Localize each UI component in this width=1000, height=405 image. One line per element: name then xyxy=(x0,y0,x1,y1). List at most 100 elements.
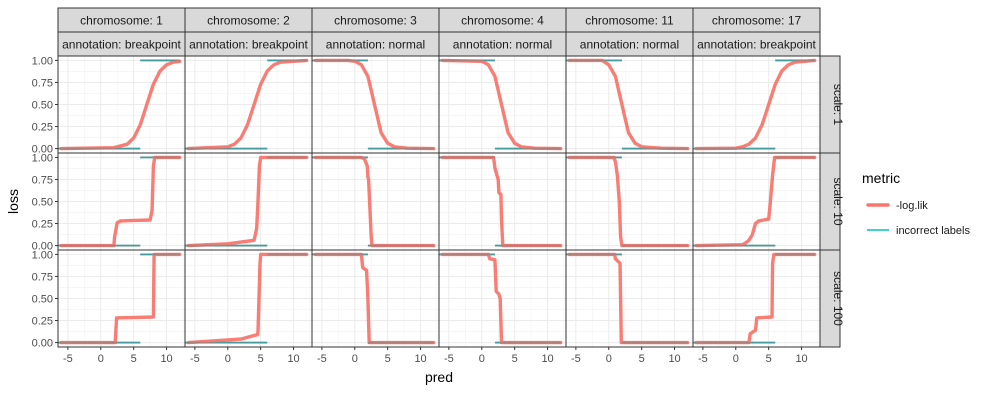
neg-log-lik-line-1-5 xyxy=(694,155,817,248)
x-tick-label: -5 xyxy=(571,353,581,365)
x-tick-label: 0 xyxy=(98,353,104,365)
y-tick-label: 1.00 xyxy=(32,55,53,67)
x-tick-label: 0 xyxy=(479,353,485,365)
y-axis-title: loss xyxy=(5,189,21,214)
legend-title: metric xyxy=(862,170,900,186)
strip-annotation-label-1: annotation: breakpoint xyxy=(189,38,308,52)
y-tick-label: 0.00 xyxy=(32,241,53,253)
neg-log-lik-line-2-1 xyxy=(186,252,309,345)
y-tick-label: 0.25 xyxy=(32,316,53,328)
panel-0-0 xyxy=(57,55,186,154)
legend: metric -log.lik incorrect labels xyxy=(862,170,970,237)
strip-annotation-4 xyxy=(565,31,694,57)
panel-1-5 xyxy=(692,152,821,251)
strip-chromosome-5 xyxy=(692,7,821,33)
panel-2-1 xyxy=(184,249,313,348)
panel-2-4 xyxy=(565,249,694,348)
legend-label-neg-log-lik: -log.lik xyxy=(896,200,928,212)
strip-scale-label-2: scale: 100 xyxy=(831,271,845,326)
y-tick-label: 0.50 xyxy=(32,294,53,306)
neg-log-lik-line-0-0 xyxy=(59,59,182,151)
panel-0-2 xyxy=(311,55,440,154)
neg-log-lik-line-2-3 xyxy=(440,252,563,345)
y-tick-label: 0.75 xyxy=(32,77,53,89)
x-tick-label: 10 xyxy=(541,353,553,365)
neg-log-lik-line-0-1 xyxy=(186,58,309,151)
strip-chromosome-label-5: chromosome: 17 xyxy=(712,14,802,28)
strip-annotation-label-0: annotation: breakpoint xyxy=(62,38,181,52)
neg-log-lik-line-1-1 xyxy=(186,155,309,248)
neg-log-lik-line-0-5 xyxy=(694,58,817,151)
strip-annotation-label-4: annotation: normal xyxy=(580,38,679,52)
x-tick-label: 0 xyxy=(733,353,739,365)
panel-0-5 xyxy=(692,55,821,154)
y-tick-label: 0.25 xyxy=(32,219,53,231)
panel-2-5 xyxy=(692,249,821,348)
strip-annotation-label-3: annotation: normal xyxy=(453,38,552,52)
neg-log-lik-line-1-3 xyxy=(440,155,563,248)
panel-1-0 xyxy=(57,152,186,251)
strip-chromosome-label-2: chromosome: 3 xyxy=(334,14,417,28)
x-tick-label: -5 xyxy=(444,353,454,365)
y-tick-label: 0.00 xyxy=(32,338,53,350)
neg-log-lik-line-2-5 xyxy=(694,252,817,345)
x-tick-label: 5 xyxy=(639,353,645,365)
strip-annotation-label-2: annotation: normal xyxy=(326,38,425,52)
strip-annotation-2 xyxy=(311,31,440,57)
x-tick-label: 5 xyxy=(258,353,264,365)
y-tick-label: 0.25 xyxy=(32,122,53,134)
panel-2-0 xyxy=(57,249,186,348)
row-strips: scale: 1 scale: 10 scale: 100 xyxy=(819,55,845,348)
x-tick-label: 5 xyxy=(766,353,772,365)
x-tick-label: 5 xyxy=(385,353,391,365)
y-tick-label: 0.50 xyxy=(32,100,53,112)
neg-log-lik-line-0-4 xyxy=(567,58,690,151)
x-tick-label: -5 xyxy=(317,353,327,365)
panel-0-3 xyxy=(438,55,567,154)
panel-1-2 xyxy=(311,152,440,251)
neg-log-lik-line-0-3 xyxy=(440,58,563,151)
y-tick-label: 1.00 xyxy=(32,249,53,261)
strip-scale-2 xyxy=(819,249,841,348)
x-tick-label: 10 xyxy=(160,353,172,365)
x-tick-label: 5 xyxy=(131,353,137,365)
y-tick-label: 1.00 xyxy=(32,152,53,164)
x-tick-label: -5 xyxy=(63,353,73,365)
y-tick-label: 0.75 xyxy=(32,271,53,283)
x-tick-label: 10 xyxy=(795,353,807,365)
x-axis: -5 0 5 10 -5 0 5 10 -5 0 5 10 -5 0 5 10 -5 0 5 10 -5 0 5 10 xyxy=(63,347,808,365)
strip-chromosome-label-4: chromosome: 11 xyxy=(585,14,674,28)
strip-annotation-5 xyxy=(692,31,821,57)
x-tick-label: 0 xyxy=(225,353,231,365)
y-axis: 0.000.250.500.751.000.000.250.500.751.00… xyxy=(32,55,58,350)
y-tick-label: 0.50 xyxy=(32,197,53,209)
panel-2-3 xyxy=(438,249,567,348)
panel-0-1 xyxy=(184,55,313,154)
x-tick-label: 0 xyxy=(352,353,358,365)
panel-0-4 xyxy=(565,55,694,154)
y-tick-label: 0.75 xyxy=(32,174,53,186)
neg-log-lik-line-1-0 xyxy=(59,155,182,248)
panel-1-4 xyxy=(565,152,694,251)
x-tick-label: -5 xyxy=(190,353,200,365)
strip-chromosome-label-0: chromosome: 1 xyxy=(80,14,163,28)
x-tick-label: -5 xyxy=(698,353,708,365)
x-tick-label: 5 xyxy=(512,353,518,365)
panel-1-1 xyxy=(184,152,313,251)
strip-scale-label-0: scale: 1 xyxy=(831,84,845,126)
x-tick-label: 10 xyxy=(414,353,426,365)
facet-panels xyxy=(57,55,821,348)
facet-strips: chromosome: 1 annotation: breakpoint chrom… xyxy=(57,7,821,57)
x-axis-title: pred xyxy=(425,369,453,385)
strip-annotation-3 xyxy=(438,31,567,57)
panel-1-3 xyxy=(438,152,567,251)
y-tick-label: 0.00 xyxy=(32,144,53,156)
legend-label-incorrect-labels: incorrect labels xyxy=(896,225,970,237)
strip-chromosome-0 xyxy=(57,7,186,33)
strip-scale-label-1: scale: 10 xyxy=(831,177,845,225)
x-tick-label: 10 xyxy=(287,353,299,365)
strip-chromosome-label-1: chromosome: 2 xyxy=(207,14,290,28)
x-tick-label: 0 xyxy=(606,353,612,365)
strip-annotation-0 xyxy=(57,31,186,57)
